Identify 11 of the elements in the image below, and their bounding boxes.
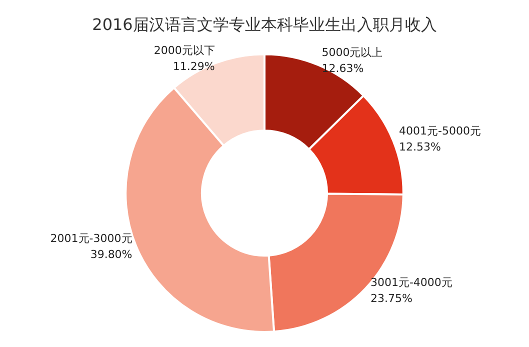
data-label: 12.63% [322, 62, 364, 76]
slice-label: 2000元以下 [154, 44, 215, 57]
slice-label: 2001元-3000元 [50, 232, 132, 246]
slice-label: 4001元-5000元 [399, 124, 481, 138]
slice-label: 3001元-4000元 [370, 276, 452, 290]
chart-title: 2016届汉语言文学专业本科毕业生出入职月收入 [92, 14, 437, 34]
data-label: 12.53% [399, 140, 441, 154]
slice-label: 5000元以上 [322, 46, 383, 60]
data-label: 23.75% [370, 292, 412, 306]
data-label: 11.29% [172, 60, 215, 73]
data-label: 39.80% [90, 248, 132, 262]
